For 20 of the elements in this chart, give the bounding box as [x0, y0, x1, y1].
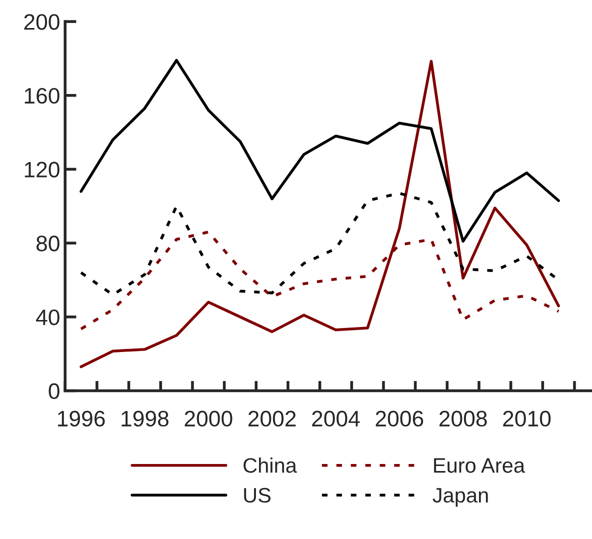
x-tick-label: 2008 [439, 410, 487, 427]
line-series [80, 58, 560, 243]
line-series [80, 60, 560, 368]
x-tick-label: 2004 [312, 410, 360, 427]
y-tick-label: 160 [24, 88, 60, 104]
y-tick-label: 80 [36, 236, 60, 252]
legend-label: Euro Area [434, 458, 526, 473]
legend-label: US [244, 488, 271, 503]
y-tick-label: 200 [24, 14, 60, 30]
y-tick-label: 120 [24, 162, 60, 178]
x-tick-label: 1996 [58, 410, 105, 427]
y-tick-label: 40 [36, 309, 60, 326]
x-tick-label: 2006 [376, 410, 424, 427]
x-tick-label: 1998 [122, 410, 168, 427]
legend-label: China [244, 458, 297, 473]
legend-label: Japan [432, 488, 488, 507]
x-tick-label: 2002 [248, 410, 296, 427]
x-tick-label: 2000 [184, 410, 232, 427]
x-tick-label: 2010 [503, 410, 551, 427]
y-tick-label: 0 [48, 383, 60, 400]
